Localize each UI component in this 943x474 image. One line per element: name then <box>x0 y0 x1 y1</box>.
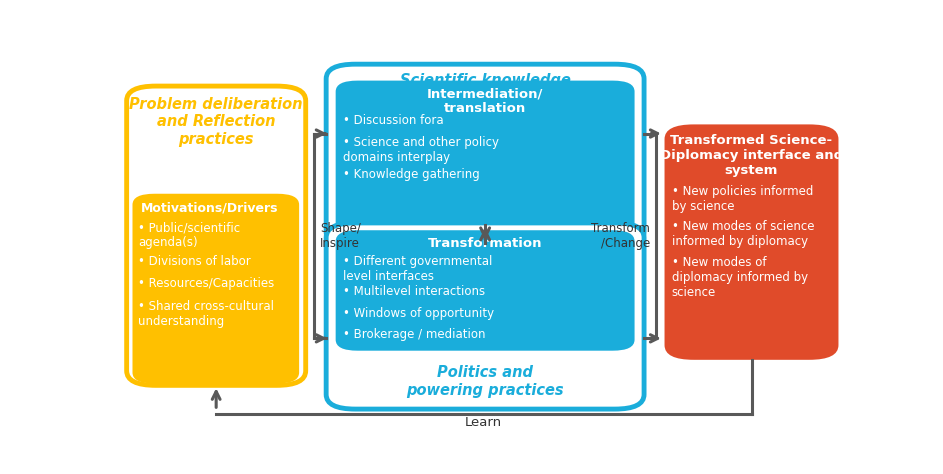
Text: • Science and other policy
domains interplay: • Science and other policy domains inter… <box>343 136 499 164</box>
Text: • Divisions of labor: • Divisions of labor <box>139 255 251 268</box>
Text: • New modes of
diplomacy informed by
science: • New modes of diplomacy informed by sci… <box>671 256 808 299</box>
FancyBboxPatch shape <box>336 81 635 237</box>
Text: Transform
/Change: Transform /Change <box>591 222 650 250</box>
Text: Intermediation/
translation: Intermediation/ translation <box>427 87 543 115</box>
Text: Motivations/Drivers: Motivations/Drivers <box>141 202 279 215</box>
Text: • Windows of opportunity: • Windows of opportunity <box>343 307 494 319</box>
Text: Politics and
powering practices: Politics and powering practices <box>406 365 564 398</box>
Text: • Multilevel interactions: • Multilevel interactions <box>343 285 485 298</box>
FancyBboxPatch shape <box>326 223 644 409</box>
Text: • Discussion fora: • Discussion fora <box>343 114 443 127</box>
Text: Shape/
Inspire: Shape/ Inspire <box>321 222 361 250</box>
Text: • New policies informed
by science: • New policies informed by science <box>671 185 813 213</box>
Text: • Resources/Capacities: • Resources/Capacities <box>139 277 274 291</box>
FancyBboxPatch shape <box>665 124 838 360</box>
Text: • Different governmental
level interfaces: • Different governmental level interface… <box>343 255 492 283</box>
Text: • New modes of science
informed by diplomacy: • New modes of science informed by diplo… <box>671 220 815 248</box>
Text: • Brokerage / mediation: • Brokerage / mediation <box>343 328 486 341</box>
Text: Transformation: Transformation <box>428 237 542 250</box>
Text: • Public/scientific
agenda(s): • Public/scientific agenda(s) <box>139 221 240 249</box>
Text: • Knowledge gathering: • Knowledge gathering <box>343 168 480 181</box>
FancyBboxPatch shape <box>326 64 644 246</box>
FancyBboxPatch shape <box>132 194 299 383</box>
Text: Transformed Science-
Diplomacy interface and
system: Transformed Science- Diplomacy interface… <box>660 134 843 176</box>
Text: Problem deliberation
and Reflection
practices: Problem deliberation and Reflection prac… <box>129 97 303 147</box>
Text: • Shared cross-cultural
understanding: • Shared cross-cultural understanding <box>139 300 274 328</box>
Text: Learn: Learn <box>465 416 502 428</box>
Text: Scientific knowledge
production practices: Scientific knowledge production practice… <box>400 73 571 106</box>
FancyBboxPatch shape <box>126 86 306 385</box>
FancyBboxPatch shape <box>336 230 635 351</box>
